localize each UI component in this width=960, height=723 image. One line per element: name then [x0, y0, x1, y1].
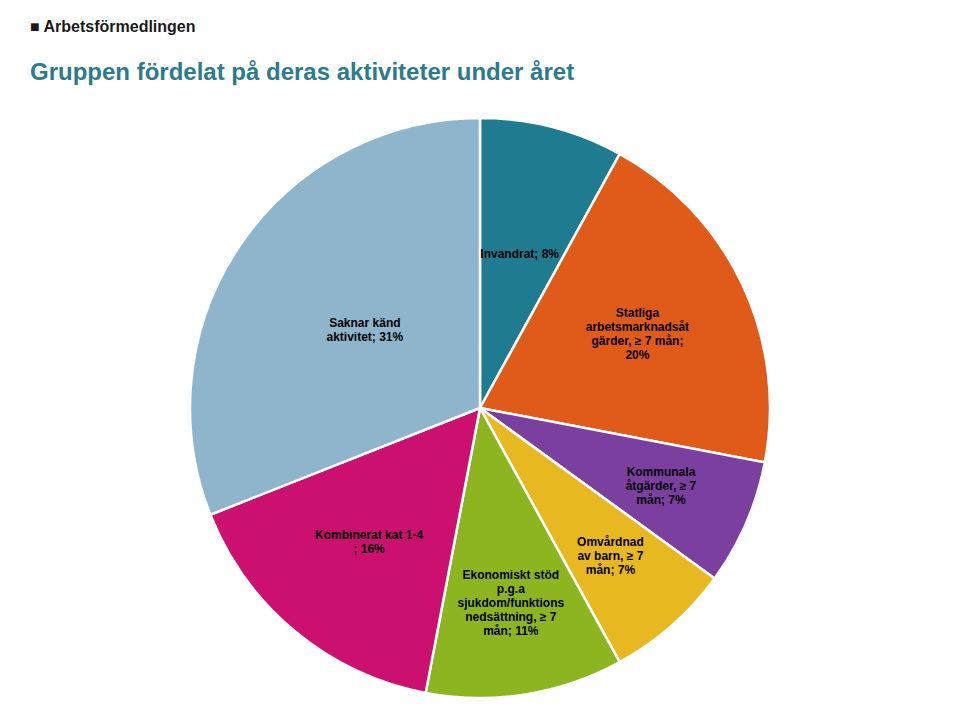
data-label: Saknar kändaktivitet; 31%	[327, 316, 404, 344]
annotation: ■ Arbetsförmedlingen	[30, 18, 196, 35]
data-label: Kommunalaåtgärder, ≥ 7mån; 7%	[626, 465, 697, 507]
data-label: Invandrat; 8%	[480, 247, 559, 261]
data-label: Omvårdnadav barn, ≥ 7mån; 7%	[577, 535, 644, 577]
title: Gruppen fördelat på deras aktiviteter un…	[30, 58, 574, 85]
chart: ■ Arbetsförmedlingen Gruppen fördelat på …	[0, 0, 960, 723]
data-labels: Invandrat; 8% Statligaarbetsmarknadsåtgär…	[315, 247, 697, 638]
pie-slice	[190, 118, 480, 515]
slices	[190, 118, 770, 698]
data-label: Statligaarbetsmarknadsåtgärder, ≥ 7 mån;…	[586, 306, 689, 362]
data-label: Kombinerat kat 1-4; 16%	[315, 528, 423, 556]
data-label: Ekonomiskt stödp.g.asjukdom/funktionsned…	[458, 568, 565, 638]
background	[0, 0, 960, 723]
